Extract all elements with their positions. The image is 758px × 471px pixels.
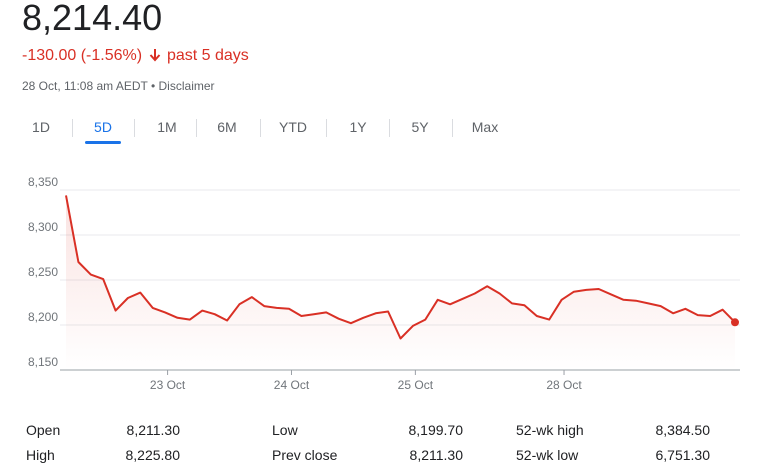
stat-low-value: 8,199.70 bbox=[408, 422, 464, 438]
stat-52wk-high-label: 52-wk high bbox=[516, 422, 584, 438]
price-chart[interactable]: 8,350 8,300 8,250 8,200 8,150 23 Oct 24 Oct 25… bbox=[0, 170, 758, 400]
stat-52wk-high-value: 8,384.50 bbox=[655, 422, 711, 438]
y-tick-label: 8,300 bbox=[28, 220, 58, 234]
tab-divider bbox=[72, 119, 73, 137]
stat-52wk-low-value: 6,751.30 bbox=[655, 447, 711, 463]
x-tick-label: 24 Oct bbox=[274, 378, 310, 392]
timestamp-separator: • bbox=[150, 79, 156, 93]
x-tick-label: 23 Oct bbox=[150, 378, 186, 392]
tab-1y[interactable]: 1Y bbox=[349, 119, 367, 135]
y-tick-label: 8,150 bbox=[28, 355, 58, 369]
stat-open-label: Open bbox=[26, 422, 61, 438]
x-tick-label: 25 Oct bbox=[398, 378, 434, 392]
stat-high-label: High bbox=[26, 447, 55, 463]
tab-5d[interactable]: 5D bbox=[85, 112, 121, 144]
stat-high-value: 8,225.80 bbox=[125, 447, 181, 463]
stat-52wk-low-label: 52-wk low bbox=[516, 447, 579, 463]
range-tabs: 1D 5D 1M 6M YTD 1Y 5Y Max bbox=[0, 112, 758, 144]
chart-area-fill bbox=[66, 195, 735, 370]
tab-divider bbox=[260, 119, 261, 137]
price-line bbox=[65, 195, 736, 340]
timestamp-text: 28 Oct, 11:08 am AEDT bbox=[22, 79, 148, 93]
arrow-down-icon bbox=[149, 49, 160, 62]
tab-max[interactable]: Max bbox=[471, 119, 499, 135]
tab-ytd[interactable]: YTD bbox=[279, 119, 307, 135]
quote-timestamp: 28 Oct, 11:08 am AEDT • Disclaimer bbox=[22, 78, 215, 94]
tab-divider bbox=[134, 119, 135, 137]
y-tick-label: 8,350 bbox=[28, 175, 58, 189]
y-tick-label: 8,250 bbox=[28, 265, 58, 279]
change-value: -130.00 (-1.56%) bbox=[22, 47, 143, 64]
stat-low-label: Low bbox=[272, 422, 298, 438]
disclaimer-link[interactable]: Disclaimer bbox=[158, 79, 215, 93]
x-tick-label: 28 Oct bbox=[546, 378, 582, 392]
tab-divider bbox=[389, 119, 390, 137]
y-tick-label: 8,200 bbox=[28, 310, 58, 324]
key-stats-table: Open 8,211.30 High 8,225.80 Low 8,199.70… bbox=[0, 414, 758, 471]
quote-price: 8,214.40 bbox=[22, 0, 163, 38]
stat-prev-close-label: Prev close bbox=[272, 447, 338, 463]
tab-1d[interactable]: 1D bbox=[32, 119, 50, 135]
stat-open-value: 8,211.30 bbox=[126, 422, 180, 438]
current-price-dot bbox=[731, 318, 739, 327]
tab-divider bbox=[326, 119, 327, 137]
tab-1m[interactable]: 1M bbox=[157, 119, 177, 135]
stat-prev-close-value: 8,211.30 bbox=[409, 447, 463, 463]
tab-5y[interactable]: 5Y bbox=[411, 119, 429, 135]
change-period: past 5 days bbox=[166, 47, 249, 64]
tab-divider bbox=[196, 119, 197, 137]
quote-change: -130.00 (-1.56%) past 5 days bbox=[22, 45, 249, 67]
tab-6m[interactable]: 6M bbox=[217, 119, 237, 135]
tab-divider bbox=[452, 119, 453, 137]
